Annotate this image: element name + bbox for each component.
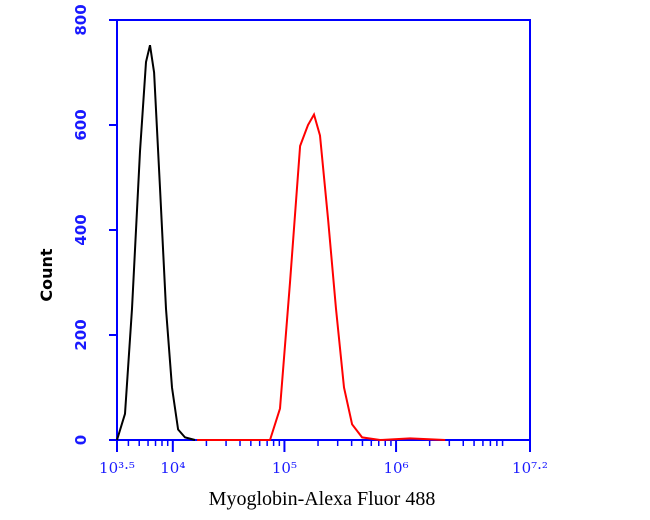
plot-frame (116, 19, 531, 441)
histogram-line (197, 111, 446, 442)
x-tick-label: 10⁵ (272, 459, 297, 477)
histogram-line (116, 44, 196, 441)
y-tick-label: 0 (72, 435, 90, 445)
x-axis-label: Myoglobin-Alexa Fluor 488 (209, 488, 436, 510)
y-tick-label: 600 (72, 109, 90, 140)
x-tick-label: 10³·⁵ (99, 459, 135, 477)
y-tick-label: 400 (72, 214, 90, 245)
y-axis-label: Count (37, 248, 56, 302)
x-tick-label: 10⁴ (160, 459, 185, 477)
y-tick-label: 800 (72, 4, 90, 35)
x-tick-label: 10⁶ (384, 459, 409, 477)
x-tick-label: 10⁷·² (512, 459, 548, 477)
y-tick-label: 200 (72, 319, 90, 350)
